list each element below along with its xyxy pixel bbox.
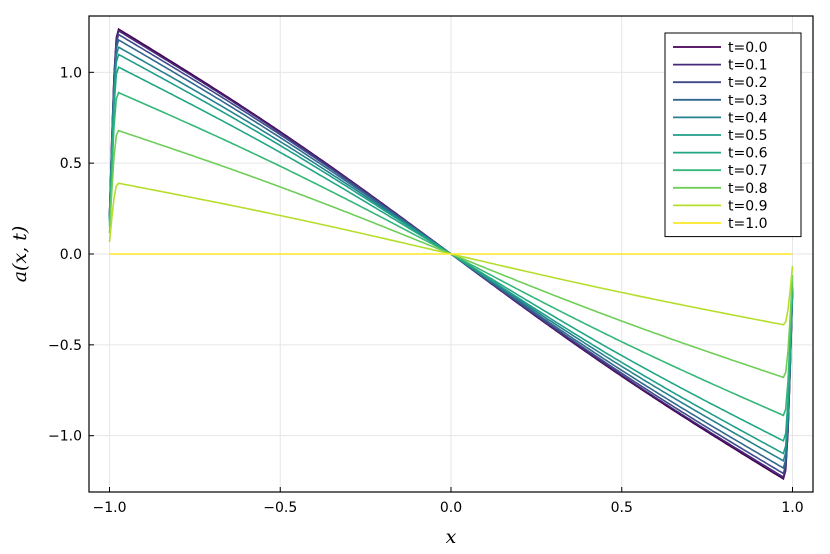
legend: t=0.0 t=0.1t=0.2 t=0.3t=0.4 t=0.5 t=0.6t=0.7… [665,33,801,237]
legend-label: t=1.0 [728,216,767,232]
legend-label: t=0.6 [728,146,768,162]
y-tick-label: −0.5 [48,338,82,354]
legend-label: t=0.7 [728,163,767,179]
legend-label: t=0.4 [728,110,768,126]
y-tick-label: 1.0 [60,65,82,81]
legend-label: t=0.3 [728,93,767,109]
legend-label: t=0.5 [728,128,767,144]
legend-label: t=0.2 [728,75,767,91]
x-tick-label: −1.0 [92,500,126,516]
legend-label: t=0.9 [728,198,767,214]
x-tick-label: 0.0 [440,500,462,516]
x-axis-label: x [446,526,457,548]
legend-label: t=0.0 [728,40,767,56]
y-tick-label: 0.0 [60,247,82,263]
x-tick-label: 1.0 [781,500,803,516]
x-tick-label: −0.5 [263,500,297,516]
y-tick-label: 0.5 [60,156,82,172]
x-tick-label: 0.5 [611,500,633,516]
y-axis-label: a(x, t) [9,226,31,283]
legend-label: t=0.8 [728,181,767,197]
y-tick-label: −1.0 [48,429,82,445]
legend-label: t=0.1 [728,58,767,74]
